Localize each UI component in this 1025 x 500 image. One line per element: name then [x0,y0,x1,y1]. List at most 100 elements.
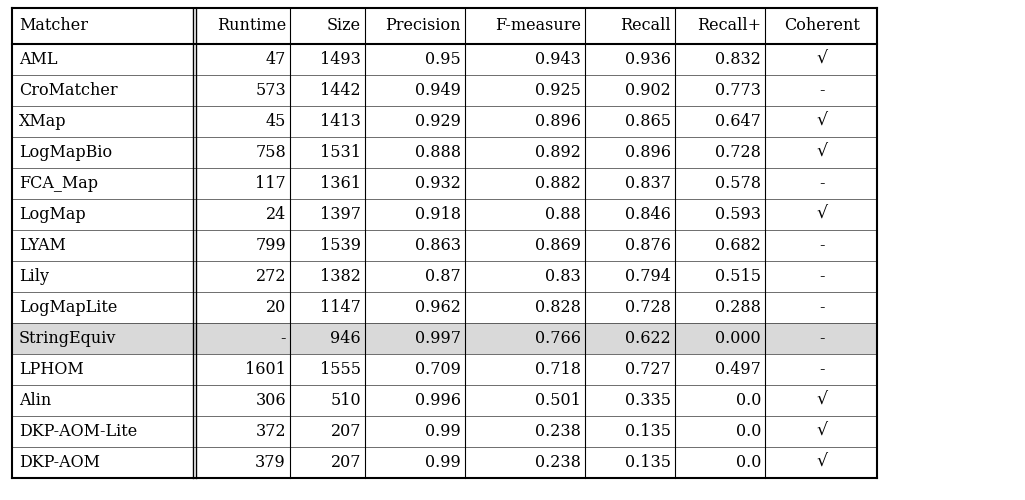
Text: 0.497: 0.497 [715,361,761,378]
Text: 0.515: 0.515 [715,268,761,285]
Text: -: - [819,268,825,285]
Text: 0.88: 0.88 [545,206,581,223]
Text: 0.932: 0.932 [415,175,461,192]
Text: F-measure: F-measure [495,18,581,34]
Text: AML: AML [19,51,57,68]
Text: 207: 207 [330,454,361,471]
Text: 45: 45 [265,113,286,130]
Bar [12,261,877,292]
Text: 0.766: 0.766 [535,330,581,347]
Text: 1531: 1531 [320,144,361,161]
Text: 946: 946 [330,330,361,347]
Text: 0.863: 0.863 [415,237,461,254]
Text: Alin: Alin [19,392,51,409]
Text: 799: 799 [255,237,286,254]
Text: 0.000: 0.000 [715,330,761,347]
Text: 1413: 1413 [320,113,361,130]
Bar [12,8,877,44]
Bar [12,106,877,137]
Text: 0.335: 0.335 [625,392,671,409]
Text: 0.773: 0.773 [715,82,761,99]
Text: LPHOM: LPHOM [19,361,84,378]
Text: √: √ [817,113,827,130]
Text: 306: 306 [255,392,286,409]
Text: 0.718: 0.718 [535,361,581,378]
Text: 0.837: 0.837 [625,175,671,192]
Bar [12,75,877,106]
Text: 0.135: 0.135 [625,423,671,440]
Text: 0.578: 0.578 [715,175,761,192]
Text: -: - [819,299,825,316]
Bar [12,323,877,354]
Text: Precision: Precision [385,18,461,34]
Text: 1442: 1442 [321,82,361,99]
Text: 0.501: 0.501 [535,392,581,409]
Text: 1555: 1555 [320,361,361,378]
Text: Size: Size [327,18,361,34]
Text: 0.876: 0.876 [625,237,671,254]
Text: 1397: 1397 [320,206,361,223]
Text: 573: 573 [255,82,286,99]
Text: √: √ [817,51,827,68]
Text: 379: 379 [255,454,286,471]
Text: 0.0: 0.0 [736,454,761,471]
Text: 0.83: 0.83 [545,268,581,285]
Text: 0.925: 0.925 [535,82,581,99]
Text: 24: 24 [265,206,286,223]
Text: 0.135: 0.135 [625,454,671,471]
Text: 0.882: 0.882 [535,175,581,192]
Text: Recall+: Recall+ [697,18,761,34]
Text: 0.832: 0.832 [715,51,761,68]
Bar [12,416,877,447]
Text: 0.99: 0.99 [425,423,461,440]
Text: Lily: Lily [19,268,49,285]
Bar [12,137,877,168]
Bar [12,354,877,385]
Bar [12,44,877,75]
Text: 0.936: 0.936 [625,51,671,68]
Text: 0.828: 0.828 [535,299,581,316]
Text: Runtime: Runtime [216,18,286,34]
Text: √: √ [817,454,827,471]
Text: 0.0: 0.0 [736,423,761,440]
Text: 1601: 1601 [245,361,286,378]
Text: LogMapLite: LogMapLite [19,299,118,316]
Text: LogMapBio: LogMapBio [19,144,112,161]
Text: FCA_Map: FCA_Map [19,175,98,192]
Text: Matcher: Matcher [19,18,88,34]
Text: 0.238: 0.238 [535,423,581,440]
Text: 758: 758 [255,144,286,161]
Text: 47: 47 [265,51,286,68]
Text: √: √ [817,144,827,161]
Text: 0.709: 0.709 [415,361,461,378]
Text: StringEquiv: StringEquiv [19,330,117,347]
Text: -: - [819,330,825,347]
Text: 272: 272 [255,268,286,285]
Text: Recall: Recall [620,18,671,34]
Text: -: - [819,237,825,254]
Text: 372: 372 [255,423,286,440]
Text: 0.896: 0.896 [535,113,581,130]
Text: -: - [819,361,825,378]
Text: 0.902: 0.902 [625,82,671,99]
Bar [12,292,877,323]
Text: Coherent: Coherent [784,18,860,34]
Text: -: - [819,82,825,99]
Text: 0.929: 0.929 [415,113,461,130]
Text: 0.869: 0.869 [535,237,581,254]
Text: 0.949: 0.949 [415,82,461,99]
Text: 0.95: 0.95 [425,51,461,68]
Text: 0.0: 0.0 [736,392,761,409]
Text: LYAM: LYAM [19,237,66,254]
Text: LogMap: LogMap [19,206,86,223]
Text: 0.87: 0.87 [425,268,461,285]
Bar [12,385,877,416]
Text: 0.99: 0.99 [425,454,461,471]
Text: √: √ [817,392,827,409]
Text: 0.727: 0.727 [625,361,671,378]
Text: 207: 207 [330,423,361,440]
Text: 0.728: 0.728 [625,299,671,316]
Text: 0.896: 0.896 [625,144,671,161]
Text: 1493: 1493 [320,51,361,68]
Text: 1361: 1361 [320,175,361,192]
